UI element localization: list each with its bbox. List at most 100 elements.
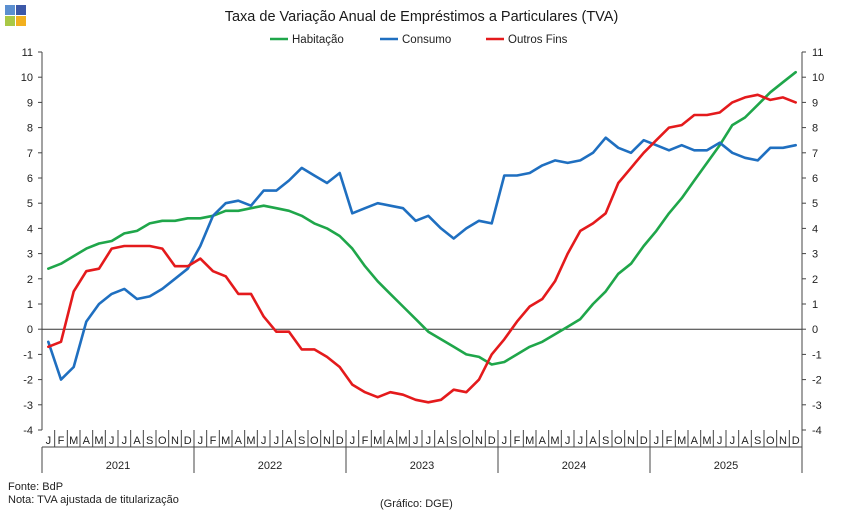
x-year-label: 2024: [562, 460, 586, 472]
y-tick-label-right: 4: [812, 223, 818, 235]
x-month-label: M: [94, 435, 103, 447]
legend-label: Consumo: [402, 34, 451, 46]
y-tick-label-right: -1: [812, 349, 822, 361]
x-month-label: J: [350, 435, 356, 447]
x-month-label: O: [158, 435, 167, 447]
x-month-label: O: [766, 435, 775, 447]
y-tick-label-left: 7: [27, 148, 33, 160]
x-month-label: A: [133, 435, 141, 447]
line-chart: -4 -4-3 -3-2 -2-1 -10 01 12 23 34 45 56 67 78 89 910 10…: [21, 34, 824, 473]
y-tick-label-right: 8: [812, 123, 818, 135]
logo-square-top-right: [16, 5, 26, 15]
x-month-label: N: [323, 435, 331, 447]
x-month-label: M: [550, 435, 559, 447]
series-line-habita-o: [46, 70, 798, 366]
x-month-label: S: [146, 435, 153, 447]
x-month-label: J: [198, 435, 204, 447]
x-month-label: J: [109, 435, 115, 447]
x-month-label: J: [261, 435, 267, 447]
x-year-label: 2023: [410, 460, 434, 472]
y-tick-label-right: -3: [812, 400, 822, 412]
legend-label: Habitação: [292, 34, 344, 46]
x-month-label: F: [514, 435, 521, 447]
x-month-label: M: [677, 435, 686, 447]
y-tick-label-left: 11: [22, 47, 33, 59]
y-tick-label-right: 9: [812, 97, 818, 109]
y-tick-label-left: -4: [23, 425, 33, 437]
logo-square-top-left: [5, 5, 15, 15]
y-tick-label-right: 3: [812, 249, 818, 261]
y-tick-label-right: 0: [812, 324, 818, 336]
x-month-label: J: [502, 435, 508, 447]
y-tick-label-left: 2: [27, 274, 33, 286]
x-month-label: S: [450, 435, 457, 447]
x-month-label: J: [426, 435, 432, 447]
x-month-label: D: [336, 435, 344, 447]
x-month-label: S: [298, 435, 305, 447]
logo-square-bottom-left: [5, 16, 15, 26]
chart-title: Taxa de Variação Anual de Empréstimos a …: [224, 9, 619, 25]
x-month-label: M: [221, 435, 230, 447]
y-tick-label-right: 5: [812, 198, 818, 210]
x-month-label: J: [413, 435, 419, 447]
x-month-label: M: [246, 435, 255, 447]
x-month-label: J: [274, 435, 280, 447]
y-tick-label-right: 11: [812, 47, 823, 59]
logo-square-bottom-right: [16, 16, 26, 26]
x-month-label: A: [285, 435, 293, 447]
y-tick-label-left: -2: [23, 375, 33, 387]
x-month-label: S: [754, 435, 761, 447]
x-month-label: M: [373, 435, 382, 447]
series-line-outros-fins: [46, 93, 798, 404]
source-note: Fonte: BdP: [8, 481, 64, 493]
y-tick-label-left: 5: [27, 198, 33, 210]
x-month-label: D: [640, 435, 648, 447]
y-tick-label-right: -2: [812, 375, 822, 387]
y-tick-label-left: 0: [27, 324, 33, 336]
x-month-label: A: [437, 435, 445, 447]
x-month-label: J: [717, 435, 723, 447]
x-month-label: D: [184, 435, 192, 447]
x-month-label: A: [589, 435, 597, 447]
y-tick-label-left: 6: [27, 173, 33, 185]
x-month-label: F: [210, 435, 217, 447]
x-month-label: A: [691, 435, 699, 447]
x-month-label: O: [462, 435, 471, 447]
x-month-label: A: [741, 435, 749, 447]
x-month-label: M: [702, 435, 711, 447]
x-month-label: D: [792, 435, 800, 447]
x-month-label: F: [666, 435, 673, 447]
x-month-label: M: [398, 435, 407, 447]
y-tick-label-left: 4: [27, 223, 33, 235]
x-month-label: J: [578, 435, 584, 447]
y-tick-label-right: 1: [812, 299, 818, 311]
chart-legend: Habitação Consumo Outros Fins: [270, 34, 568, 46]
y-tick-label-left: 9: [27, 97, 33, 109]
y-tick-label-left: 1: [27, 299, 33, 311]
y-tick-label-right: 7: [812, 148, 818, 160]
x-month-label: J: [730, 435, 736, 447]
x-month-label: N: [475, 435, 483, 447]
x-month-label: M: [69, 435, 78, 447]
x-month-label: N: [627, 435, 635, 447]
x-month-label: O: [614, 435, 623, 447]
x-month-label: J: [565, 435, 571, 447]
series-line-consumo: [46, 136, 798, 381]
x-month-label: A: [235, 435, 243, 447]
y-tick-label-right: 10: [812, 72, 824, 84]
y-tick-label-left: 10: [21, 72, 33, 84]
dge-logo: [5, 5, 27, 27]
chart-axes: -4 -4-3 -3-2 -2-1 -10 01 12 23 34 45 56 67 78 89 910 10…: [21, 47, 824, 473]
x-month-label: J: [654, 435, 660, 447]
x-month-label: A: [387, 435, 395, 447]
x-month-label: F: [58, 435, 65, 447]
x-month-label: O: [310, 435, 319, 447]
y-tick-label-right: 6: [812, 173, 818, 185]
x-month-label: N: [171, 435, 179, 447]
legend-label: Outros Fins: [508, 34, 568, 46]
x-month-label: A: [83, 435, 91, 447]
x-month-label: J: [46, 435, 52, 447]
x-year-label: 2022: [258, 460, 282, 472]
chart-credit: (Gráfico: DGE): [380, 498, 453, 510]
x-month-label: J: [122, 435, 128, 447]
